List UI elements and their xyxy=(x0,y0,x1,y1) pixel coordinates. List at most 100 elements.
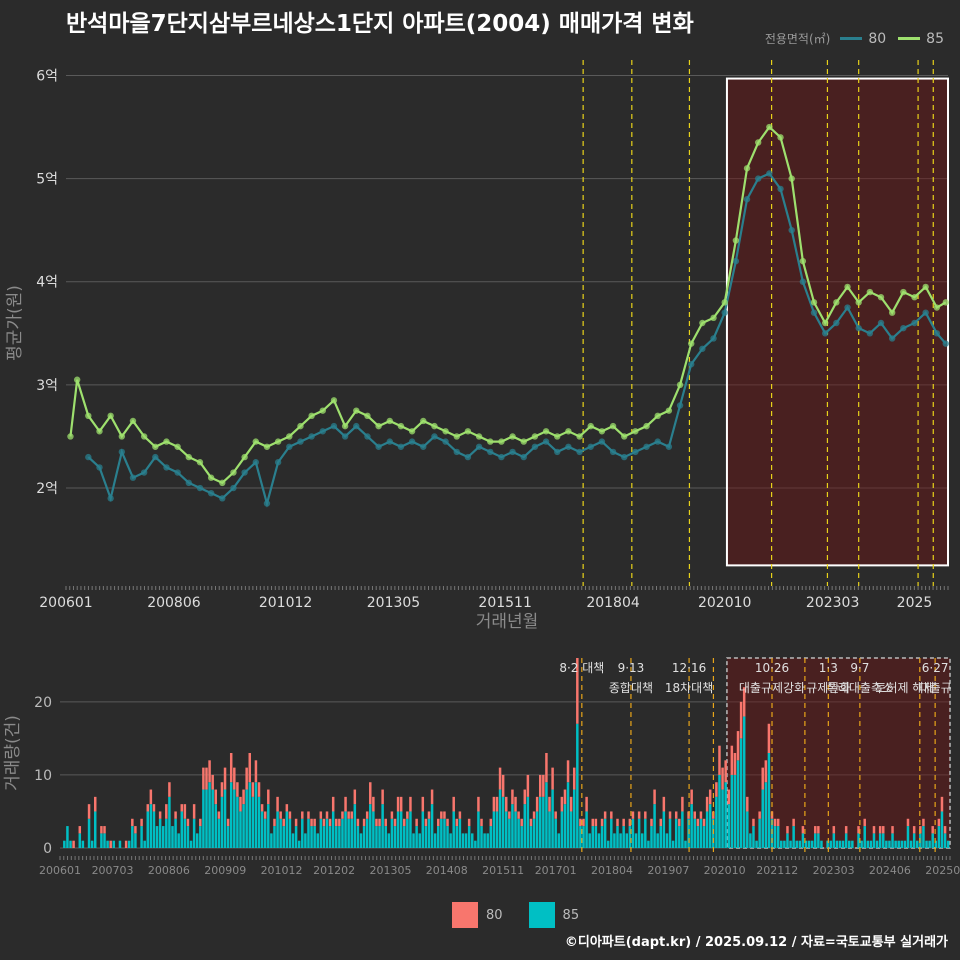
bar-85 xyxy=(248,782,251,848)
bar-80 xyxy=(328,818,332,827)
bar-85 xyxy=(934,840,938,848)
data-point-85 xyxy=(453,433,460,440)
data-point-80 xyxy=(241,469,248,476)
bar-85 xyxy=(455,826,459,848)
x-tick-label: 201907 xyxy=(647,864,689,877)
bar-85 xyxy=(464,833,468,848)
bar-80 xyxy=(582,818,585,827)
data-point-85 xyxy=(609,422,617,430)
bar-85 xyxy=(780,840,783,848)
data-point-80 xyxy=(665,443,673,450)
bar-85 xyxy=(832,833,836,848)
data-point-80 xyxy=(855,324,862,332)
bar-80 xyxy=(721,767,724,790)
bar-85 xyxy=(702,826,706,848)
bar-85 xyxy=(579,826,582,848)
bar-80 xyxy=(288,811,292,819)
bar-85 xyxy=(814,833,817,848)
data-point-80 xyxy=(431,433,438,440)
bar-80 xyxy=(124,840,128,848)
event-label-name: 18차대책 xyxy=(665,680,713,695)
bar-85 xyxy=(381,804,384,848)
bar-85 xyxy=(217,818,221,848)
bar-80 xyxy=(523,789,527,805)
data-point-80 xyxy=(844,304,851,311)
data-point-85 xyxy=(96,428,103,435)
bar-80 xyxy=(674,811,678,819)
bar-80 xyxy=(322,818,326,827)
bar-85 xyxy=(721,789,724,848)
bar-80 xyxy=(186,818,190,827)
bar-85 xyxy=(789,840,792,848)
bar-80 xyxy=(347,811,350,819)
bar-85 xyxy=(202,789,205,848)
bar-85 xyxy=(520,826,523,848)
data-point-85 xyxy=(900,288,907,296)
bar-85 xyxy=(885,840,888,848)
data-point-85 xyxy=(386,417,393,425)
bar-80 xyxy=(678,818,681,827)
bar-80 xyxy=(610,811,613,819)
bar-80 xyxy=(421,796,425,812)
data-point-85 xyxy=(732,237,740,244)
bar-85 xyxy=(600,826,604,848)
bar-80 xyxy=(134,826,137,834)
bar-80 xyxy=(477,796,480,812)
bar-80 xyxy=(233,767,236,790)
bar-80 xyxy=(307,811,310,819)
y-tick-label: 3억 xyxy=(36,378,58,394)
event-label-date: 9·13 xyxy=(618,661,645,675)
bar-80 xyxy=(746,796,749,812)
bar-85 xyxy=(511,804,514,848)
bar-80 xyxy=(801,826,805,834)
bar-85 xyxy=(610,818,613,848)
data-point-85 xyxy=(464,428,472,435)
data-point-85 xyxy=(520,438,527,445)
x-tick-label: 202010 xyxy=(704,864,746,877)
bar-85 xyxy=(551,789,554,848)
data-point-85 xyxy=(888,309,896,316)
bar-85 xyxy=(183,818,187,848)
bar-85 xyxy=(335,826,338,848)
event-label-name: 특례대출축소 xyxy=(827,681,893,695)
data-point-80 xyxy=(509,448,516,456)
bar-85 xyxy=(406,818,409,848)
bar-85 xyxy=(548,811,551,848)
data-point-80 xyxy=(364,433,371,440)
x-tick-label: 201305 xyxy=(367,595,420,611)
bar-85 xyxy=(409,811,412,848)
data-point-80 xyxy=(699,345,706,352)
bar-85 xyxy=(480,826,483,848)
bar-85 xyxy=(127,840,131,848)
bar-80 xyxy=(569,796,573,812)
bar-85 xyxy=(838,840,842,848)
bar-85 xyxy=(291,833,295,848)
bar-85 xyxy=(199,826,202,848)
data-point-80 xyxy=(152,453,159,461)
data-point-85 xyxy=(933,304,941,311)
bar-85 xyxy=(659,826,663,848)
data-point-85 xyxy=(676,381,684,389)
bar-80 xyxy=(495,796,499,812)
data-point-85 xyxy=(341,422,349,430)
data-point-85 xyxy=(654,412,661,420)
bar-80 xyxy=(668,811,672,819)
bar-85 xyxy=(715,796,718,848)
data-point-80 xyxy=(542,438,550,445)
bar-85 xyxy=(622,826,625,848)
bar-85 xyxy=(492,811,496,848)
data-point-85 xyxy=(743,165,751,172)
data-point-80 xyxy=(609,448,617,456)
data-point-85 xyxy=(766,123,773,131)
bar-80 xyxy=(733,753,737,775)
bar-80 xyxy=(699,811,703,819)
bar-85 xyxy=(257,796,261,848)
data-point-80 xyxy=(799,278,807,285)
bar-85 xyxy=(566,782,570,848)
bar-85 xyxy=(177,833,180,848)
bar-85 xyxy=(112,840,116,848)
data-point-85 xyxy=(230,469,237,476)
bar-80 xyxy=(149,789,153,805)
bar-80 xyxy=(276,796,279,812)
data-point-80 xyxy=(375,443,382,450)
